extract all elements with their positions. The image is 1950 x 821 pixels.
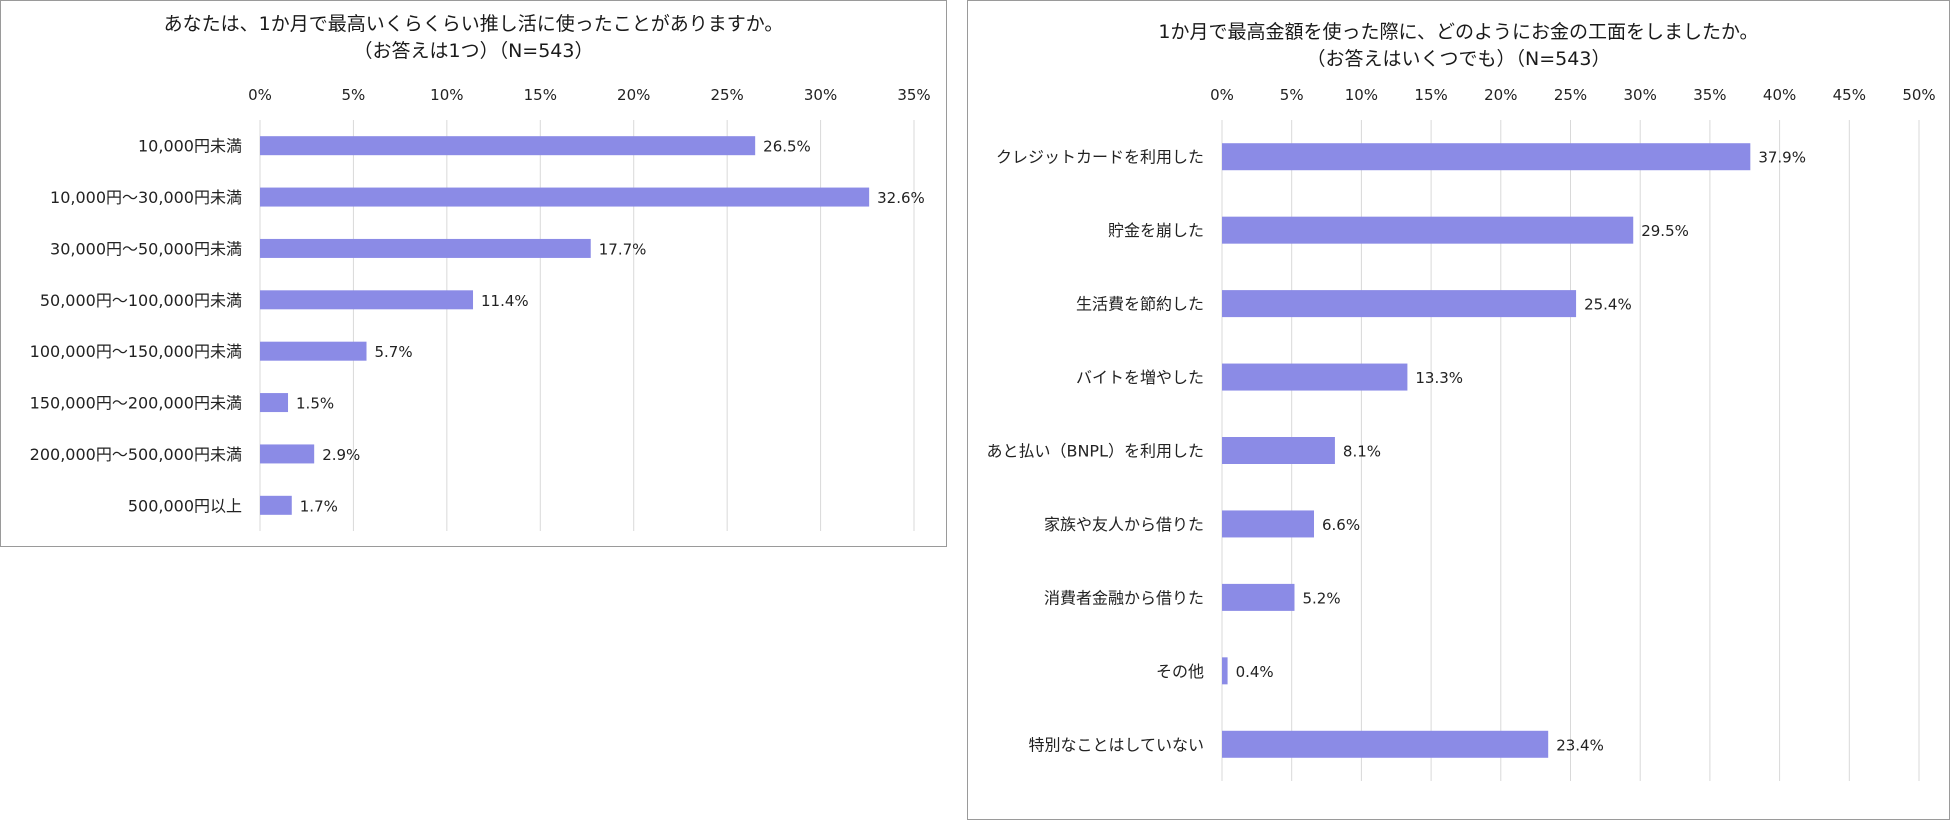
left-bar <box>260 341 367 361</box>
left-tick-label: 20% <box>617 86 650 104</box>
left-tick-label: 10% <box>430 86 463 104</box>
left-bar <box>260 187 870 207</box>
right-bar <box>1222 657 1228 685</box>
right-bar <box>1222 583 1295 611</box>
right-bar <box>1222 363 1408 391</box>
right-value-label: 25.4% <box>1584 296 1632 314</box>
right-bar <box>1222 730 1549 758</box>
left-bar <box>260 444 315 464</box>
right-tick-label: 30% <box>1624 86 1657 104</box>
right-category-label: あと払い（BNPL）を利用した <box>986 442 1204 461</box>
right-tick-label: 45% <box>1833 86 1866 104</box>
left-tick-label: 0% <box>248 86 272 104</box>
left-category-label: 150,000円～200,000円未満 <box>30 394 242 413</box>
left-bar <box>260 136 756 156</box>
right-category-label: 特別なことはしていない <box>1028 735 1204 754</box>
left-value-label: 26.5% <box>763 138 811 156</box>
bar-chart-right: 0% 5% 10% 15% 20% 25% 30% 35% 40% 45% 50% 37.9% クレジッ… <box>986 86 1936 781</box>
right-value-label: 23.4% <box>1556 736 1604 754</box>
chart-title-left-main: あなたは、1か月で最高いくらくらい推し活に使ったことがありますか。 <box>163 13 784 35</box>
right-category-label: 貯金を崩した <box>1108 221 1204 240</box>
left-category-label: 500,000円以上 <box>128 496 242 515</box>
right-category-label: 生活費を節約した <box>1076 295 1204 314</box>
right-tick-label: 5% <box>1280 86 1304 104</box>
chart-title-right-main: 1か月で最高金額を使った際に、どのようにお金の工面をしましたか。 <box>1158 21 1759 43</box>
left-tick-label: 5% <box>342 86 366 104</box>
right-tick-label: 20% <box>1484 86 1517 104</box>
left-bar <box>260 393 289 413</box>
left-value-label: 11.4% <box>481 292 529 310</box>
right-bar <box>1222 510 1315 538</box>
right-value-label: 13.3% <box>1415 369 1463 387</box>
right-bar <box>1222 216 1634 244</box>
right-bar <box>1222 437 1335 464</box>
chart-panel-right: 1か月で最高金額を使った際に、どのようにお金の工面をしましたか。 （お答えはいく… <box>967 0 1950 820</box>
bar-chart-left: 0% 5% 10% 15% 20% 25% 30% 35% 26.5% 10,000円未満 32.6… <box>30 86 931 531</box>
left-bar <box>260 495 292 515</box>
right-tick-label: 40% <box>1763 86 1796 104</box>
right-bar <box>1222 290 1577 318</box>
left-value-label: 1.7% <box>300 497 338 515</box>
left-value-label: 2.9% <box>322 446 360 464</box>
right-tick-label: 35% <box>1693 86 1726 104</box>
right-category-label: 消費者金融から借りた <box>1044 588 1204 607</box>
right-value-label: 5.2% <box>1302 589 1340 607</box>
left-tick-label: 25% <box>710 86 743 104</box>
left-category-label: 200,000円～500,000円未満 <box>30 445 242 464</box>
right-category-label: その他 <box>1156 662 1204 681</box>
left-value-label: 17.7% <box>599 240 647 258</box>
chart-panel-left: あなたは、1か月で最高いくらくらい推し活に使ったことがありますか。 （お答えは1… <box>0 0 947 547</box>
right-tick-label: 15% <box>1414 86 1447 104</box>
left-category-label: 10,000円～30,000円未満 <box>50 188 242 207</box>
left-tick-label: 30% <box>804 86 837 104</box>
left-bar <box>260 238 591 258</box>
left-bar <box>260 290 474 310</box>
right-category-label: クレジットカードを利用した <box>996 148 1204 167</box>
chart-title-left-sub: （お答えは1つ）（N=543） <box>353 40 594 62</box>
right-tick-label: 50% <box>1902 86 1935 104</box>
left-value-label: 32.6% <box>877 189 925 207</box>
right-value-label: 6.6% <box>1322 516 1360 534</box>
chart-title-left: あなたは、1か月で最高いくらくらい推し活に使ったことがありますか。 （お答えは1… <box>1 11 946 65</box>
right-value-label: 37.9% <box>1758 149 1806 167</box>
left-category-label: 100,000円～150,000円未満 <box>30 342 242 361</box>
left-category-label: 30,000円～50,000円未満 <box>50 239 242 258</box>
chart-title-right: 1か月で最高金額を使った際に、どのようにお金の工面をしましたか。 （お答えはいく… <box>968 19 1949 73</box>
chart-title-right-sub: （お答えはいくつでも）（N=543） <box>1306 48 1611 70</box>
left-value-label: 5.7% <box>375 343 413 361</box>
right-category-label: バイトを増やした <box>1076 368 1204 387</box>
right-tick-label: 0% <box>1210 86 1234 104</box>
left-category-label: 10,000円未満 <box>138 137 242 156</box>
right-value-label: 8.1% <box>1343 443 1381 461</box>
left-value-label: 1.5% <box>296 395 334 413</box>
right-value-label: 29.5% <box>1641 222 1689 240</box>
right-tick-label: 10% <box>1345 86 1378 104</box>
left-category-label: 50,000円～100,000円未満 <box>40 291 242 310</box>
right-tick-label: 25% <box>1554 86 1587 104</box>
right-value-label: 0.4% <box>1236 663 1274 681</box>
right-bar <box>1222 143 1751 171</box>
left-tick-label: 35% <box>897 86 930 104</box>
left-tick-label: 15% <box>524 86 557 104</box>
right-category-label: 家族や友人から借りた <box>1044 515 1204 534</box>
